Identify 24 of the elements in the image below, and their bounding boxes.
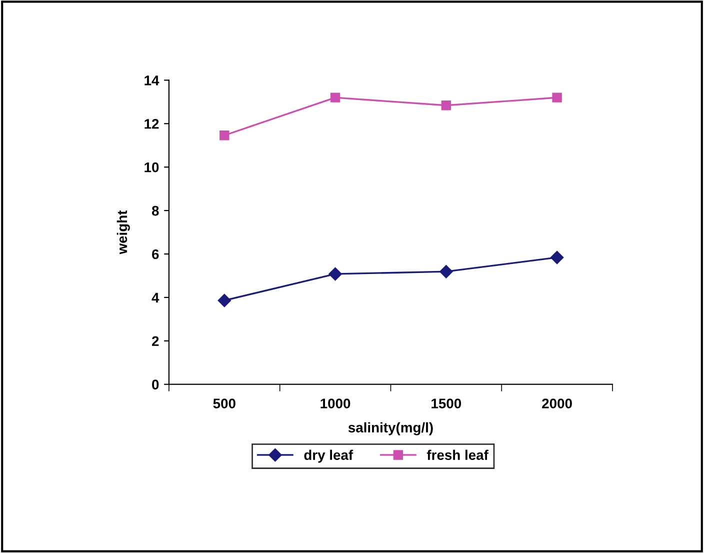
x-axis-title: salinity(mg/l): [348, 422, 433, 436]
x-tick-label: 1000: [320, 398, 350, 408]
point: [440, 264, 453, 278]
y-tick-label: 12: [144, 118, 159, 129]
y-tick-label: 0: [152, 380, 159, 390]
point: [552, 92, 562, 102]
point: [328, 267, 342, 281]
point: [550, 250, 564, 264]
legend-label: fresh leaf: [426, 450, 488, 460]
y-tick-label: 14: [144, 76, 160, 86]
y-tick-label: 8: [152, 206, 159, 216]
y-tick-label: 10: [144, 162, 159, 172]
y-tick-label: 6: [152, 249, 159, 260]
point: [441, 100, 452, 110]
point: [218, 294, 231, 308]
point: [330, 92, 340, 102]
y-axis-title: weight: [116, 210, 130, 254]
x-tick-label: 500: [213, 398, 236, 408]
legend-label: dry leaf: [304, 450, 354, 463]
x-tick-label: 2000: [542, 398, 572, 408]
y-tick-label: 4: [152, 292, 160, 302]
y-tick-label: 2: [152, 336, 159, 346]
x-tick-label: 1500: [432, 398, 462, 408]
point: [220, 130, 230, 140]
